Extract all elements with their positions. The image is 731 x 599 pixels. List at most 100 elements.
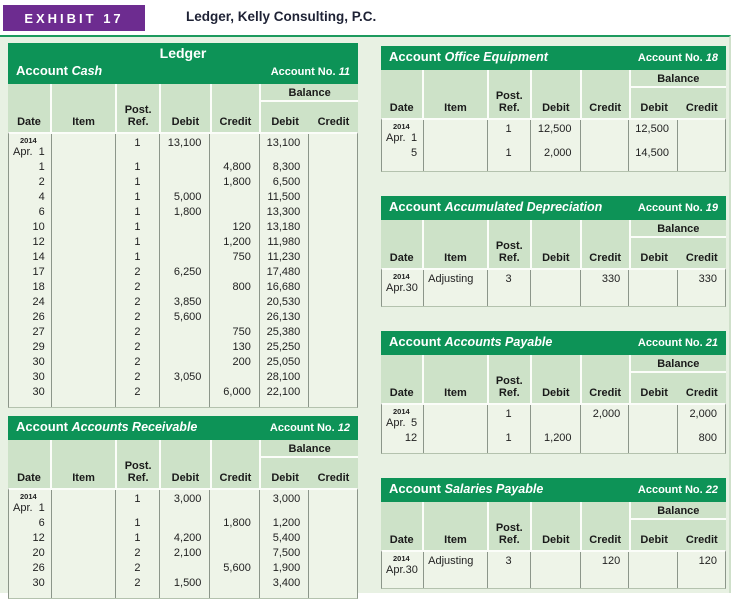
- cell-post-ref: 3: [505, 555, 512, 567]
- cell-credit: [580, 146, 629, 161]
- office-equipment-account-table: Account Office Equipment Account No. 18 …: [381, 46, 726, 172]
- col-header-credit: Credit: [579, 355, 629, 403]
- cell-balance-debit: 25,380: [266, 326, 301, 338]
- col-header-debit: Debit: [159, 440, 209, 488]
- cell-balance-credit: [308, 561, 357, 576]
- cell-balance-debit: 11,980: [267, 236, 301, 248]
- col-header-balance-debit: Debit: [259, 458, 309, 488]
- cell-post-ref: 1: [134, 161, 141, 173]
- col-header-balance: Balance: [628, 220, 726, 238]
- cell-item: [51, 310, 116, 325]
- col-header-item: Item: [422, 502, 486, 550]
- cell-balance-debit: 5,400: [272, 532, 301, 544]
- exhibit-label: EXHIBIT 17: [3, 5, 145, 31]
- col-header-credit: Credit: [209, 84, 260, 132]
- cell-post-ref: 1: [505, 147, 512, 159]
- cell-post-ref: 2: [134, 386, 141, 398]
- cell-balance-debit: 14,500: [635, 147, 669, 159]
- cell-debit: [530, 554, 579, 578]
- cell-post-ref: 1: [134, 191, 141, 203]
- cell-date: 30: [32, 356, 45, 368]
- cell-date: 20: [32, 547, 45, 559]
- cell-item: [51, 160, 116, 175]
- col-header-balance-credit: Credit: [685, 102, 718, 114]
- cell-debit: [159, 561, 209, 576]
- cell-debit: 5,600: [173, 311, 202, 323]
- cell-debit: 12,500: [537, 123, 572, 135]
- col-header-date: Date: [17, 116, 41, 128]
- account-name: Account Accounts Receivable: [16, 419, 198, 434]
- account-number: Account No. 12: [269, 422, 350, 434]
- col-header-balance: Balance: [259, 84, 358, 102]
- account-name: Account Accumulated Depreciation: [389, 199, 603, 214]
- account-number: Account No. 22: [637, 484, 718, 496]
- cell-post-ref: 2: [134, 547, 141, 559]
- cell-item: Adjusting: [428, 273, 474, 285]
- salaries-payable-account-table: Account Salaries Payable Account No. 22 …: [381, 478, 726, 589]
- cell-date: 17: [32, 266, 45, 278]
- cell-item: [51, 531, 116, 546]
- cell-balance-debit: [628, 431, 677, 446]
- column-headers: Date Item Post. Ref. Debit Credit Balance…: [8, 440, 358, 488]
- cell-date: 12: [32, 532, 45, 544]
- cell-balance-debit: 3,000: [272, 493, 301, 505]
- cell-credit: [209, 190, 258, 205]
- cell-balance-debit: 16,680: [266, 281, 301, 293]
- cell-debit: [159, 340, 209, 355]
- cell-credit: [209, 531, 258, 546]
- cell-balance-debit: [628, 554, 677, 578]
- cell-credit: [209, 205, 258, 220]
- cell-item: [51, 576, 116, 591]
- cell-post-ref: 1: [134, 493, 141, 505]
- col-header-debit: Debit: [530, 220, 580, 268]
- col-header-balance-credit: Credit: [685, 534, 718, 546]
- ledger-row: 4 1 5,000 11,500: [9, 190, 357, 205]
- col-header-date: Date: [389, 387, 414, 399]
- cell-balance-credit: [308, 492, 357, 516]
- col-header-balance-credit: Credit: [317, 116, 350, 128]
- cell-post-ref: 2: [134, 577, 141, 589]
- cell-debit: 2,100: [173, 547, 202, 559]
- col-header-date: Date: [389, 252, 414, 264]
- salaries-payable-band: Account Salaries Payable Account No. 22: [381, 478, 726, 502]
- cell-balance-credit: [308, 340, 357, 355]
- cell-debit: [159, 220, 209, 235]
- cell-item: [51, 492, 116, 516]
- salaries-payable-rows: 2014 Apr. 30 Adjusting 3 120 120: [381, 550, 726, 589]
- cell-item: [51, 385, 116, 400]
- cell-post-ref: 2: [134, 341, 141, 353]
- cell-post-ref: 2: [134, 326, 141, 338]
- account-name: Account Salaries Payable: [389, 481, 544, 496]
- ledger-row: 10 1 120 13,180: [9, 220, 357, 235]
- cell-date: 12: [404, 432, 418, 444]
- ledger-row: 14 1 750 11,230: [9, 250, 357, 265]
- col-header-balance-debit: Debit: [628, 88, 678, 118]
- cell-item: [51, 250, 116, 265]
- cell-balance-credit: [308, 250, 357, 265]
- cell-balance-debit: [628, 272, 677, 296]
- cell-post-ref: 1: [134, 251, 141, 263]
- ledger-row: 20 2 2,100 7,500: [9, 546, 357, 561]
- cell-balance-credit: [308, 546, 357, 561]
- cell-balance-debit: 11,230: [267, 251, 301, 263]
- cell-balance-credit: [308, 370, 357, 385]
- cell-post-ref: 2: [134, 296, 141, 308]
- cell-post-ref: 3: [505, 273, 512, 285]
- col-header-post-ref: Post. Ref.: [486, 70, 530, 118]
- cell-debit: 13,100: [167, 137, 202, 149]
- accounts-receivable-account-table: Account Accounts Receivable Account No. …: [8, 416, 358, 599]
- cell-credit: [209, 370, 258, 385]
- ledger-row: 30 2 1,500 3,400: [9, 576, 357, 591]
- cell-balance-credit: 330: [698, 273, 717, 285]
- cell-date: 27: [32, 326, 45, 338]
- cell-date: 2014 Apr. 1: [13, 492, 45, 514]
- ledger-row: 2014 Apr. 5 1 2,000 2,000: [382, 407, 725, 431]
- ledger-row: 12 1 1,200 800: [382, 431, 725, 446]
- cell-balance-credit: 800: [698, 432, 717, 444]
- cell-balance-debit: 17,480: [266, 266, 301, 278]
- cell-credit: 6,000: [223, 386, 251, 398]
- page-title: Ledger, Kelly Consulting, P.C.: [186, 9, 377, 24]
- cell-balance-credit: [308, 355, 357, 370]
- cell-credit: 1,800: [223, 176, 251, 188]
- accounts-payable-account-table: Account Accounts Payable Account No. 21 …: [381, 331, 726, 454]
